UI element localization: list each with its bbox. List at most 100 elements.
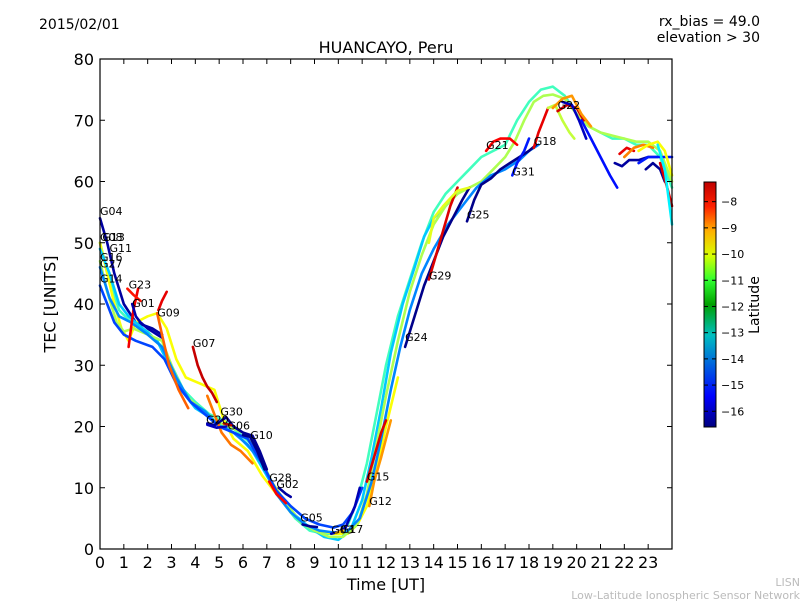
y-tick-label: 40 xyxy=(74,295,94,314)
series-G16b xyxy=(656,143,674,226)
prn-label: G31 xyxy=(512,165,535,178)
colorbar-tick-label: −9 xyxy=(721,222,737,235)
x-tick-label: 15 xyxy=(447,553,467,572)
x-tick-label: 2 xyxy=(143,553,153,572)
series-G23 xyxy=(127,287,140,349)
series-G18b xyxy=(546,103,576,140)
prn-label: G13 xyxy=(102,231,125,244)
colorbar-tick-label: −12 xyxy=(721,300,744,313)
series-G05 xyxy=(301,523,319,529)
prn-label: G04 xyxy=(100,205,123,218)
series-G22c xyxy=(551,94,593,128)
prn-label: G23 xyxy=(129,279,152,292)
series-G26 xyxy=(580,119,619,189)
prn-label: G18 xyxy=(534,135,557,148)
prn-label: G11 xyxy=(110,242,133,255)
series-G09b xyxy=(155,311,190,410)
series-G20 xyxy=(206,423,228,430)
series-G08 xyxy=(98,85,674,536)
prn-label: G07 xyxy=(193,337,216,350)
y-tick-label: 0 xyxy=(84,540,94,559)
x-axis-label: Time [UT] xyxy=(346,575,426,594)
series-G12 xyxy=(367,419,393,508)
y-tick-label: 10 xyxy=(74,479,94,498)
date-label: 2015/02/01 xyxy=(39,17,120,33)
colorbar-tick-label: −10 xyxy=(721,248,744,261)
x-tick-label: 22 xyxy=(614,553,634,572)
series-G21 xyxy=(484,137,519,153)
series-G07 xyxy=(191,345,219,404)
series-G31 xyxy=(510,137,531,177)
x-tick-label: 23 xyxy=(638,553,658,572)
y-tick-label: 70 xyxy=(74,111,94,130)
series-G09 xyxy=(157,290,168,312)
prn-label: G21 xyxy=(486,139,509,152)
x-tick-label: 8 xyxy=(286,553,296,572)
series-layer xyxy=(98,85,674,542)
x-tick-label: 0 xyxy=(95,553,105,572)
series-G23b xyxy=(126,287,142,303)
y-tick-label: 30 xyxy=(74,356,94,375)
x-tick-label: 14 xyxy=(423,553,443,572)
series-G12d xyxy=(637,140,674,177)
prn-label: G05 xyxy=(300,511,323,524)
axis-layer: 0 1 2 3 4 5 6 7 8 9 10 11 12 13 14 15 16 17 18 19 20 21 22 2301… xyxy=(74,50,672,572)
series-G01 xyxy=(130,302,164,340)
x-tick-label: 16 xyxy=(471,553,491,572)
prn-label: G24 xyxy=(405,331,428,344)
prn-label: G06 xyxy=(228,420,251,433)
x-tick-label: 6 xyxy=(238,553,248,572)
x-tick-label: 21 xyxy=(590,553,610,572)
x-tick-label: 5 xyxy=(214,553,224,572)
y-tick-label: 80 xyxy=(74,50,94,69)
x-tick-label: 3 xyxy=(166,553,176,572)
colorbar-tick-label: −15 xyxy=(721,379,744,392)
series-G06 xyxy=(222,422,233,427)
series-G32 xyxy=(637,155,674,165)
prn-label: G27 xyxy=(100,257,123,270)
prn-label: G15 xyxy=(367,470,390,483)
y-tick-label: 50 xyxy=(74,234,94,253)
prn-label: G14 xyxy=(100,273,123,286)
x-tick-label: 13 xyxy=(400,553,420,572)
y-tick-label: 20 xyxy=(74,418,94,437)
x-tick-label: 20 xyxy=(566,553,586,572)
series-G07b xyxy=(206,394,254,465)
prn-label: G29 xyxy=(429,270,452,283)
y-tick-label: 60 xyxy=(74,173,94,192)
prn-label: G17 xyxy=(341,523,364,536)
prn-label: G25 xyxy=(467,208,490,221)
colorbar-tick-label: −8 xyxy=(721,196,737,209)
x-tick-label: 9 xyxy=(309,553,319,572)
prn-label: G20 xyxy=(206,413,229,426)
series-G22b xyxy=(561,100,588,140)
colorbar-tick-label: −13 xyxy=(721,327,744,340)
x-tick-label: 1 xyxy=(119,553,129,572)
series-G02 xyxy=(277,486,293,499)
credit-line1: LISN xyxy=(775,576,800,589)
prn-label: G02 xyxy=(276,478,299,491)
colorbar-tick-label: −11 xyxy=(721,274,744,287)
prn-label: G28 xyxy=(269,472,292,485)
series-G10 xyxy=(241,433,266,471)
colorbar-tick-label: −14 xyxy=(721,353,744,366)
x-tick-label: 7 xyxy=(262,553,272,572)
series-G15 xyxy=(365,419,388,483)
credit: LISN Low-Latitude Ionospheric Sensor Net… xyxy=(571,576,800,602)
colorbar xyxy=(703,181,717,428)
series-G17 xyxy=(334,529,345,535)
series-G18 xyxy=(532,106,550,150)
prn-label: G01 xyxy=(132,297,155,310)
series-G25 xyxy=(465,143,538,223)
rx-bias-label: rx_bias = 49.0 xyxy=(658,14,760,30)
credit-line2: Low-Latitude Ionospheric Sensor Network xyxy=(571,589,800,602)
series-G30 xyxy=(206,415,269,471)
colorbar-ticks: −8 −9 −10 −11 −12 −13 −14 −15 −16 xyxy=(704,196,744,418)
x-tick-label: 11 xyxy=(352,553,372,572)
prn-label: G12 xyxy=(369,495,392,508)
colorbar-tick-label: −16 xyxy=(721,405,744,418)
x-tick-label: 10 xyxy=(328,553,348,572)
prn-label: G10 xyxy=(250,429,273,442)
